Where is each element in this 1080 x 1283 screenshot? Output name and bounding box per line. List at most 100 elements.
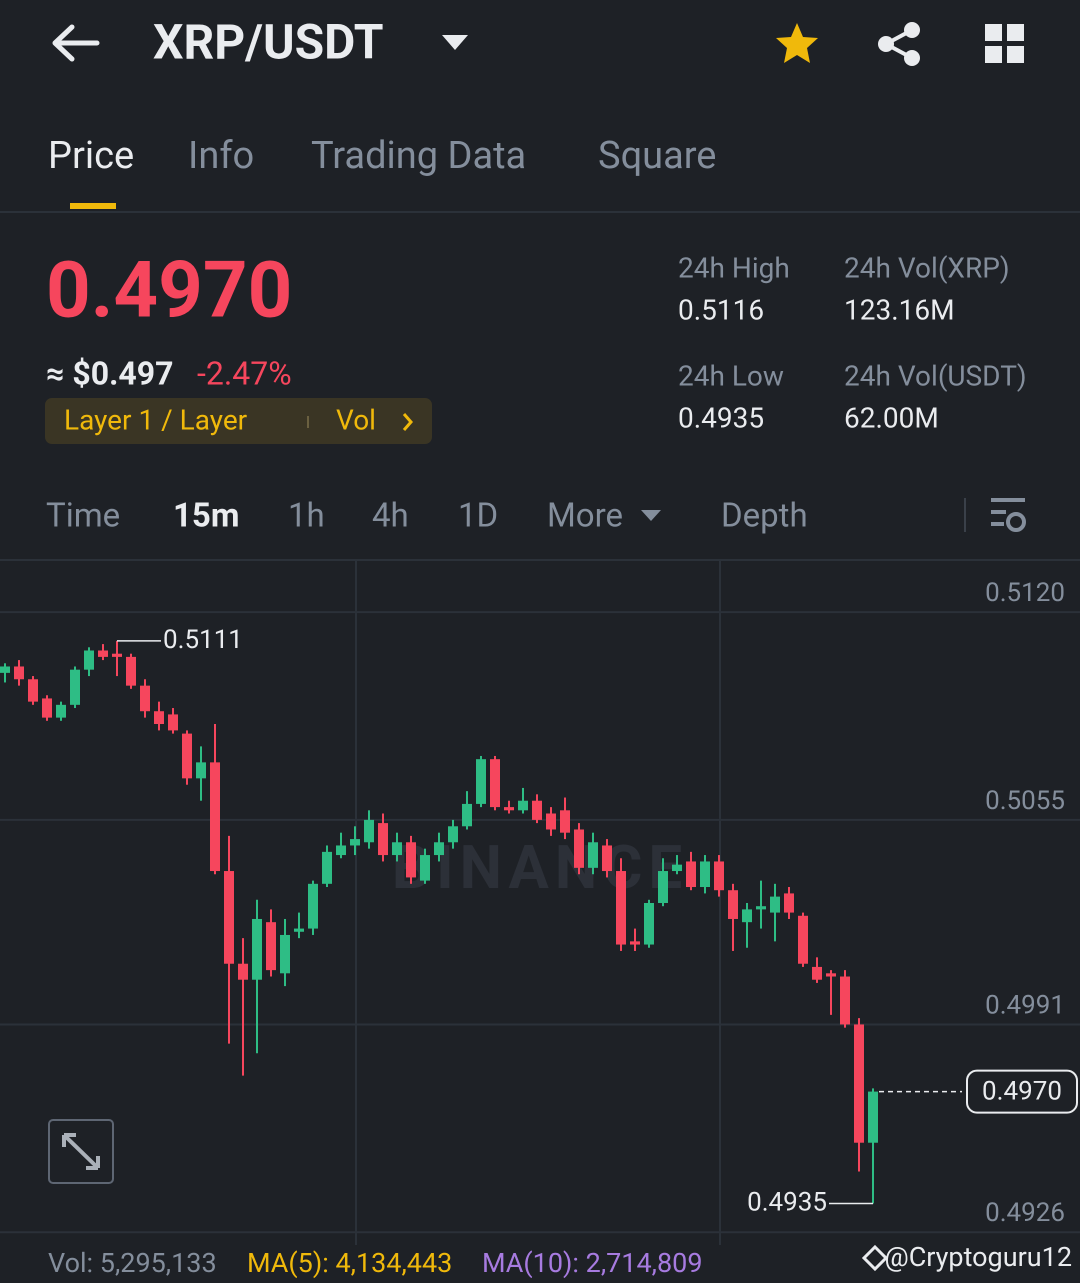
price-change: -2.47%: [197, 354, 292, 392]
tab[interactable]: Square: [598, 134, 716, 178]
candle-body: [406, 842, 416, 878]
candle-body: [434, 842, 444, 856]
candle-body: [84, 650, 94, 670]
candle-body: [854, 1024, 864, 1143]
layout-cell: [1007, 24, 1024, 41]
interval-active[interactable]: 15m: [173, 497, 239, 536]
layout-cell: [1007, 46, 1024, 63]
tab-active[interactable]: Price: [48, 134, 134, 178]
candle-body: [616, 871, 626, 945]
chart-settings[interactable]: [991, 498, 1026, 532]
ma10: MA(10): 2,714,809: [482, 1247, 703, 1279]
candle-body: [210, 762, 220, 872]
candle-body: [140, 685, 150, 712]
candle-body: [826, 973, 836, 977]
settings-gear: [1006, 512, 1026, 532]
y-tick-label: 0.5055: [985, 786, 1065, 816]
candle-body: [350, 839, 360, 846]
candle-body: [448, 826, 458, 843]
candle-body: [532, 800, 542, 820]
candle-body: [28, 679, 38, 702]
candle-body: [630, 941, 640, 945]
pair-title[interactable]: XRP/USDT: [153, 14, 384, 71]
candle-body: [756, 906, 766, 910]
candle-body: [266, 922, 276, 971]
expand-arrows: [62, 1133, 100, 1170]
high-label: 0.5111: [163, 625, 243, 655]
candle-body: [812, 966, 822, 980]
candle-body: [868, 1091, 878, 1143]
tab[interactable]: Trading Data: [311, 134, 526, 178]
stat-value: 0.5116: [678, 293, 764, 326]
expand-box: [48, 1119, 114, 1184]
candle-body: [196, 762, 206, 779]
tag-box: [45, 398, 432, 444]
interval[interactable]: Depth: [721, 497, 808, 536]
candle-body: [154, 711, 164, 725]
interval[interactable]: 1h: [288, 497, 325, 536]
candle-body: [546, 813, 556, 830]
candle-body: [462, 803, 472, 827]
plot: 0.5120 0.5055 0.4991 0.4926 0.5111 0.4935 0.49…: [0, 578, 1080, 1234]
candle-body: [770, 896, 780, 913]
candle-body: [98, 650, 108, 657]
interval[interactable]: 4h: [372, 497, 409, 536]
candle-body: [14, 666, 24, 680]
candle-body: [714, 861, 724, 891]
favorite-star[interactable]: [776, 23, 818, 63]
last-price-box: [966, 1069, 1078, 1114]
usd-price: ≈ $0.497: [46, 354, 174, 392]
expand-button[interactable]: [48, 1119, 114, 1184]
candle-body: [322, 851, 332, 884]
share-lines: [881, 28, 913, 60]
credit: @Cryptoguru12: [884, 1241, 1072, 1273]
layout-cell: [985, 46, 1002, 63]
sector-tag[interactable]: Layer 1 / Layer Vol: [45, 398, 432, 444]
low-label: 0.4935: [747, 1187, 827, 1217]
tab[interactable]: Info: [188, 134, 254, 178]
candle-body: [182, 733, 192, 779]
candle-body: [420, 855, 430, 881]
candle-body: [0, 666, 10, 673]
last-price: 0.4970: [46, 246, 292, 337]
stat-label: 24h Vol(USDT): [844, 359, 1027, 392]
candle-body: [840, 976, 850, 1025]
candle-body: [644, 903, 654, 945]
share-button[interactable]: [878, 22, 920, 66]
candle-body: [168, 714, 178, 731]
stat-value: 0.4935: [678, 401, 764, 434]
stat-value: 62.00M: [844, 401, 939, 434]
interval[interactable]: 1D: [458, 497, 498, 536]
stat-value: 123.16M: [844, 293, 955, 326]
layout-button[interactable]: [985, 24, 1024, 63]
volume: Vol: 5,295,133: [48, 1247, 217, 1279]
candle-body: [728, 890, 738, 919]
tag-text: Layer 1 / Layer: [64, 403, 248, 436]
y-tick-label: 0.5120: [985, 578, 1065, 608]
interval[interactable]: More: [547, 497, 623, 536]
pair-dropdown[interactable]: [442, 35, 468, 50]
stat-label: 24h Low: [678, 359, 784, 392]
candle-body: [112, 653, 122, 657]
more-dropdown[interactable]: [641, 510, 661, 521]
back-arrow: [52, 24, 100, 62]
candle-body: [70, 669, 80, 705]
candle-body: [56, 704, 66, 718]
candle-body: [658, 871, 668, 903]
candle-body: [686, 861, 696, 888]
candle-body: [490, 759, 500, 808]
y-tick-label: 0.4926: [985, 1198, 1065, 1228]
interval[interactable]: Time: [46, 497, 120, 536]
ma5: MA(5): 4,134,443: [247, 1247, 452, 1279]
candle-body: [560, 810, 570, 833]
candle-body: [798, 915, 808, 964]
stat-label: 24h Vol(XRP): [844, 251, 1010, 284]
candle-body: [476, 759, 486, 804]
candle-body: [602, 845, 612, 872]
back-button[interactable]: [52, 24, 100, 62]
last-price-label: 0.4970: [982, 1076, 1062, 1106]
settings-lines: [991, 498, 1025, 526]
candle-body: [392, 842, 402, 856]
